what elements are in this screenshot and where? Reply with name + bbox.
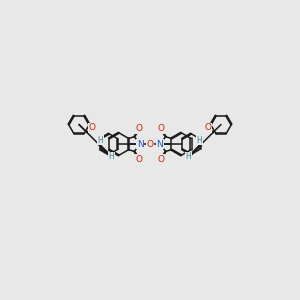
Text: O: O bbox=[157, 124, 164, 133]
Text: H: H bbox=[109, 152, 115, 161]
Text: H: H bbox=[98, 136, 103, 145]
Text: O: O bbox=[88, 124, 95, 133]
Text: H: H bbox=[185, 152, 191, 161]
Text: N: N bbox=[157, 140, 163, 148]
Text: O: O bbox=[205, 124, 212, 133]
Text: O: O bbox=[136, 124, 143, 133]
Text: O: O bbox=[136, 155, 143, 164]
Text: N: N bbox=[137, 140, 143, 148]
Text: O: O bbox=[157, 155, 164, 164]
Text: O: O bbox=[146, 140, 154, 148]
Text: H: H bbox=[197, 136, 203, 145]
